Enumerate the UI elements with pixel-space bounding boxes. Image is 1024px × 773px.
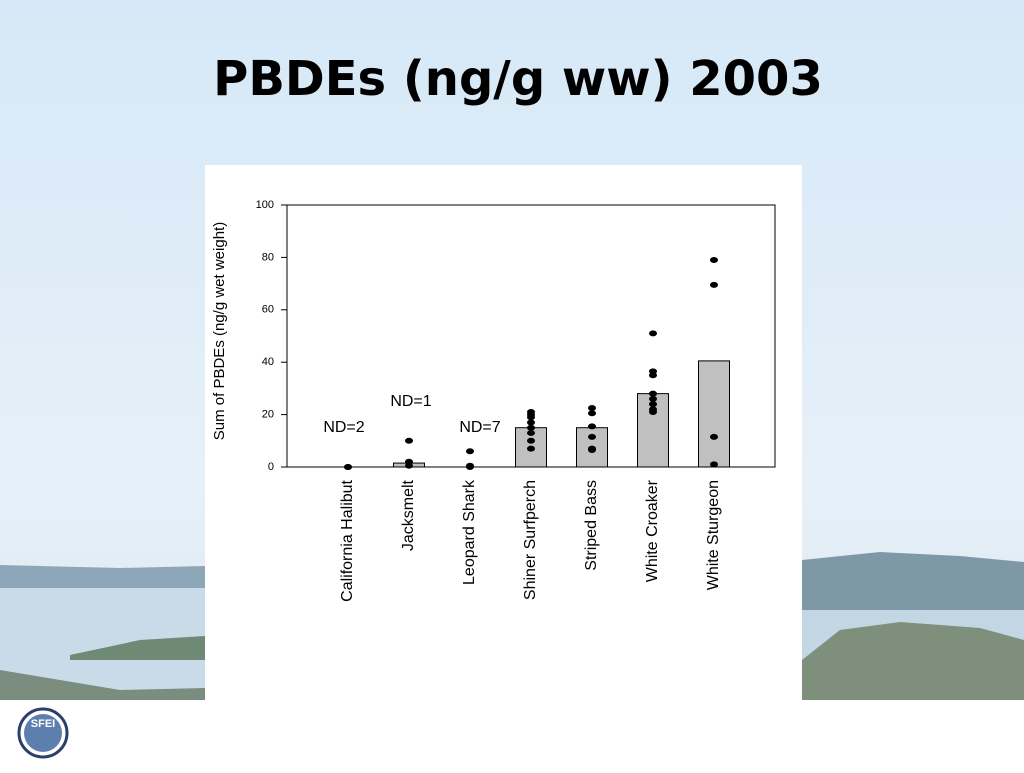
data-point xyxy=(344,464,352,470)
data-point xyxy=(710,257,718,264)
bar xyxy=(698,360,730,468)
x-tick-label: White Croaker xyxy=(644,479,661,582)
data-point xyxy=(527,437,535,444)
data-point xyxy=(649,401,657,408)
x-tick-label: California Halibut xyxy=(339,479,356,601)
data-point xyxy=(588,410,596,417)
x-tick-label: Shiner Surfperch xyxy=(522,480,539,600)
data-point xyxy=(527,419,535,426)
y-tick-label: 0 xyxy=(268,461,274,473)
data-point xyxy=(588,433,596,440)
annotation: ND=1 xyxy=(390,393,431,410)
data-point xyxy=(588,423,596,430)
x-tick-label: Striped Bass xyxy=(583,480,600,571)
data-point xyxy=(649,408,657,415)
footer xyxy=(0,700,1024,768)
data-point xyxy=(588,405,596,412)
logo-text: SFEI xyxy=(31,718,55,730)
y-tick-label: 60 xyxy=(262,304,274,316)
data-point xyxy=(588,446,596,453)
chart-title: PBDEs (ng/g ww) 2003 xyxy=(213,51,823,107)
y-tick-label: 40 xyxy=(262,356,274,368)
x-tick-label: White Sturgeon xyxy=(705,480,722,590)
y-tick-label: 20 xyxy=(262,409,274,421)
x-tick-label: Jacksmelt xyxy=(400,479,417,551)
y-tick-label: 100 xyxy=(256,199,274,211)
data-point xyxy=(649,395,657,402)
logo: SFEI xyxy=(17,707,69,759)
data-point xyxy=(649,372,657,379)
data-point xyxy=(527,445,535,452)
y-tick-label: 80 xyxy=(262,251,274,263)
y-axis-label: Sum of PBDEs (ng/g wet weight) xyxy=(211,222,228,440)
data-point xyxy=(405,437,413,444)
data-point xyxy=(466,464,474,470)
data-point xyxy=(466,448,474,455)
data-point xyxy=(649,390,657,397)
data-point xyxy=(649,330,657,337)
data-point xyxy=(405,462,413,469)
data-point xyxy=(527,414,535,421)
annotation: ND=2 xyxy=(323,419,364,436)
landscape xyxy=(0,552,1024,700)
data-point xyxy=(527,424,535,431)
data-point xyxy=(527,429,535,436)
data-point xyxy=(710,461,718,468)
annotation: ND=7 xyxy=(459,419,500,436)
data-point xyxy=(710,281,718,288)
data-point xyxy=(710,433,718,440)
x-tick-label: Leopard Shark xyxy=(461,479,478,585)
